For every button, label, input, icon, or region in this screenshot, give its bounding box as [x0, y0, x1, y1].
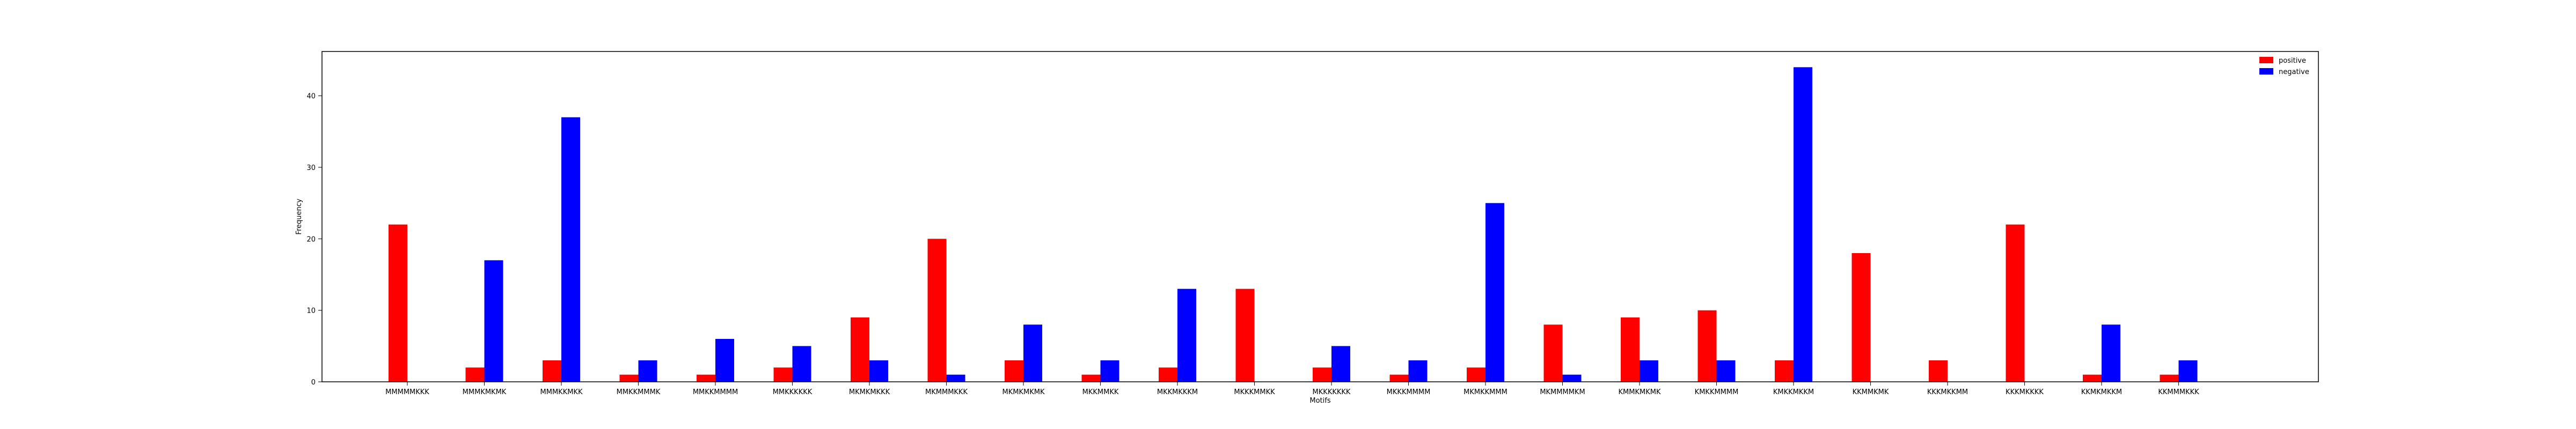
- x-tick-label: MKMKMKMK: [1002, 388, 1045, 396]
- bar-positive-MKKKMMKK: [1235, 289, 1255, 382]
- x-tick-label: MKMMMMKM: [1540, 388, 1585, 396]
- x-tick-label: MMMKKMKK: [540, 388, 583, 396]
- x-tick-label: MKKMKKKM: [1157, 388, 1198, 396]
- bar-negative-KMKKMMMM: [1716, 360, 1736, 382]
- x-tick-label: KMKKMKKM: [1773, 388, 1814, 396]
- legend: positive negative: [2259, 57, 2309, 76]
- x-tick-label: KMMKMKMK: [1619, 388, 1661, 396]
- bar-negative-MKMMMMKM: [1562, 374, 1582, 382]
- bars-group: [389, 67, 2198, 382]
- bar-positive-MKMKMKKK: [851, 317, 869, 382]
- x-tick-label: MKMKKMMM: [1463, 388, 1507, 396]
- bar-positive-MKKKMMMM: [1389, 374, 1409, 382]
- x-tick-label: MKKMMKK: [1082, 388, 1119, 396]
- bar-negative-MMKKMMMK: [638, 360, 657, 382]
- bar-negative-MKKKKKKK: [1331, 346, 1350, 382]
- bar-negative-MKKMKKKM: [1177, 289, 1196, 382]
- bar-positive-MMMKMKMK: [465, 367, 485, 382]
- bar-positive-MMKKMMMM: [697, 374, 715, 382]
- bar-positive-MKMKMKMK: [1005, 360, 1023, 382]
- bar-negative-KMKKMKKM: [1794, 67, 1812, 382]
- legend-label-positive: positive: [2279, 57, 2306, 65]
- bar-negative-MKMKMKMK: [1023, 324, 1042, 382]
- x-tick-label: KKMKMKKM: [2081, 388, 2122, 396]
- bar-negative-KKMMMKKK: [2178, 360, 2198, 382]
- bar-negative-MKMKMKKK: [869, 360, 888, 382]
- x-tick-label: MMKKMMMK: [617, 388, 661, 396]
- x-tick-label: MMMKMKMK: [463, 388, 507, 396]
- bar-negative-MKKKMMMM: [1408, 360, 1428, 382]
- x-tick-label: MKKKKKKK: [1313, 388, 1351, 396]
- plot-frame: [321, 51, 2319, 382]
- bar-positive-MKKKKKKK: [1313, 367, 1331, 382]
- x-tick-label: MMMMMKKK: [385, 388, 429, 396]
- bar-positive-KMKKMKKM: [1775, 360, 1794, 382]
- x-tick-label: MKMMMKKK: [925, 388, 968, 396]
- y-axis-label: Frequency: [295, 198, 303, 234]
- y-tick-label: 30: [306, 164, 316, 172]
- y-tick-label: 0: [311, 379, 316, 387]
- bar-positive-KKKMKKKK: [2006, 224, 2025, 382]
- x-tick-label: KKMMKMK: [1853, 388, 1889, 396]
- y-axis-ticks: 0 10 20 30 40: [306, 93, 322, 387]
- x-tick-label: KKKMKKKK: [2006, 388, 2044, 396]
- bar-positive-MKKMKKKM: [1159, 367, 1177, 382]
- x-tick-label: MMKKMMMM: [693, 388, 738, 396]
- bar-positive-MMKKMMMK: [619, 374, 639, 382]
- bar-positive-KKMMMKKK: [2160, 374, 2179, 382]
- bar-positive-MMMMMKKK: [389, 224, 407, 382]
- bar-positive-MKMKKMMM: [1467, 367, 1485, 382]
- y-tick-label: 40: [306, 93, 316, 101]
- bar-positive-MMMKKMKK: [543, 360, 561, 382]
- bar-negative-MMMKMKMK: [484, 260, 503, 382]
- bar-negative-MKMMMKKK: [946, 374, 965, 382]
- y-tick-label: 20: [306, 235, 316, 243]
- x-tick-label: MKKKMMMM: [1387, 388, 1431, 396]
- bar-positive-MMKKKKKK: [773, 367, 793, 382]
- bar-positive-KKMMKMK: [1851, 253, 1871, 382]
- bar-negative-KMMKMKMK: [1640, 360, 1658, 382]
- bar-negative-MMMKKMKK: [561, 117, 580, 382]
- x-tick-label: MMKKKKKK: [773, 388, 813, 396]
- legend-swatch-negative: [2259, 68, 2273, 75]
- bar-positive-KKKMKKMM: [1929, 360, 1948, 382]
- legend-label-negative: negative: [2279, 68, 2309, 76]
- bar-negative-MKMKKMMM: [1485, 203, 1504, 382]
- x-axis-label: Motifs: [1309, 397, 1330, 405]
- legend-swatch-positive: [2259, 57, 2273, 63]
- x-tick-label: MKMKMKKK: [849, 388, 890, 396]
- bar-positive-MKKMMKK: [1081, 374, 1101, 382]
- bar-positive-MKMMMKKK: [927, 239, 947, 382]
- bar-negative-MMKKKKKK: [792, 346, 811, 382]
- y-tick-label: 10: [306, 307, 316, 315]
- bar-negative-KKMKMKKM: [2102, 324, 2120, 382]
- bar-negative-MKKMMKK: [1100, 360, 1119, 382]
- x-tick-label: KKKMKKMM: [1927, 388, 1968, 396]
- x-tick-label: KMKKMMMM: [1695, 388, 1739, 396]
- bar-negative-MMKKMMMM: [715, 339, 734, 382]
- bar-positive-MKMMMMKM: [1543, 324, 1563, 382]
- bar-positive-KKMKMKKM: [2083, 374, 2102, 382]
- bar-positive-KMKKMMMM: [1697, 310, 1717, 382]
- x-axis-ticks: MMMMMKKK MMMKMKMK MMMKKMKK MMKKMMMK MMKKMMMM…: [385, 382, 2199, 396]
- x-tick-label: KKMMMKKK: [2158, 388, 2199, 396]
- x-tick-label: MKKKMMKK: [1234, 388, 1275, 396]
- bar-positive-KMMKMKMK: [1621, 317, 1640, 382]
